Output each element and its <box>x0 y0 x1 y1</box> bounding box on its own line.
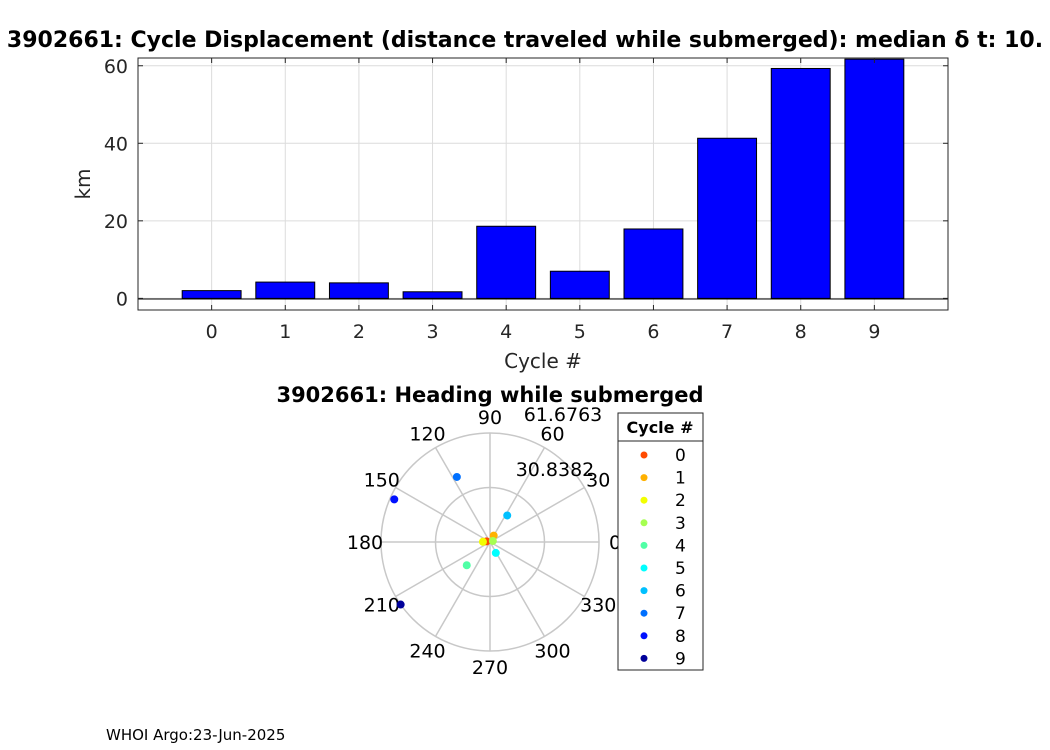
point-cycle-8 <box>390 495 399 504</box>
legend-entry-label: 6 <box>675 582 686 602</box>
bar-cycle-3 <box>402 291 463 299</box>
polar-spoke <box>434 447 491 543</box>
legend-marker <box>640 541 648 549</box>
legend-title: Cycle # <box>627 418 694 437</box>
legend-entries: 0 12 34 5 67 89 <box>640 446 686 669</box>
point-cycle-5 <box>491 548 500 557</box>
bar-cycle-6 <box>623 228 684 299</box>
point-cycle-4 <box>462 561 471 570</box>
bar-cycle-7 <box>697 137 758 299</box>
x-tick-label: 6 <box>647 321 659 343</box>
legend-entry-label: 8 <box>675 627 686 647</box>
polar-angle-label: 330 <box>580 595 616 617</box>
legend-entry-label: 3 <box>675 514 686 534</box>
footer-credit: WHOI Argo:23-Jun-2025 <box>106 726 286 744</box>
polar-angle-label: 210 <box>364 595 400 617</box>
polar-radial-labels: 30.8382 61.6763 <box>516 404 603 481</box>
polar-radial-label: 30.8382 <box>516 459 595 481</box>
polar-grid <box>380 432 600 652</box>
x-tick-label: 4 <box>500 321 512 343</box>
legend-marker <box>640 564 648 572</box>
x-tick-label: 5 <box>574 321 586 343</box>
polar-angle-label: 90 <box>478 407 502 429</box>
polar-angle-label: 300 <box>534 640 570 662</box>
legend-marker <box>640 496 648 504</box>
y-tick-label: 20 <box>104 211 128 233</box>
bar-chart-xlabel: Cycle # <box>504 349 582 373</box>
x-tick-label: 2 <box>353 321 365 343</box>
polar-angle-label: 120 <box>409 424 445 446</box>
legend: Cycle # 0 12 34 5 67 89 <box>617 412 704 671</box>
polar-spoke <box>489 486 585 543</box>
bar-chart-ylabel: km <box>71 168 95 199</box>
bar-cycle-8 <box>770 67 831 299</box>
legend-entry-label: 1 <box>675 469 686 489</box>
polar-spoke <box>489 447 546 543</box>
polar-chart-title: 3902661: Heading while submerged <box>276 383 703 407</box>
bar-chart-bars <box>181 58 905 299</box>
legend-marker <box>640 609 648 617</box>
bar-chart-title: 3902661: Cycle Displacement (distance tr… <box>7 28 1043 53</box>
bar-cycle-0 <box>181 290 242 299</box>
polar-spoke <box>489 541 585 598</box>
x-tick-label: 0 <box>206 321 218 343</box>
x-tick-label: 9 <box>868 321 880 343</box>
point-cycle-2 <box>478 537 487 546</box>
legend-marker <box>640 451 648 459</box>
legend-marker <box>640 474 648 482</box>
legend-entry-label: 2 <box>675 491 686 511</box>
legend-marker <box>640 587 648 595</box>
point-cycle-3 <box>488 536 497 545</box>
bar-cycle-2 <box>328 282 389 299</box>
y-tick-label: 60 <box>104 56 128 78</box>
bar-chart-x-ticks: 0 1 2 3 4 5 6 7 8 9 <box>206 58 880 343</box>
bar-cycle-1 <box>255 281 316 299</box>
polar-radial-label: 61.6763 <box>524 404 603 426</box>
point-cycle-7 <box>452 472 461 481</box>
polar-points <box>390 472 512 609</box>
y-tick-label: 40 <box>104 133 128 155</box>
polar-spoke <box>489 541 546 637</box>
y-tick-label: 0 <box>116 288 128 310</box>
legend-entry-label: 4 <box>675 536 686 556</box>
x-tick-label: 8 <box>795 321 807 343</box>
point-cycle-6 <box>503 511 512 520</box>
legend-entry-label: 7 <box>675 604 686 624</box>
legend-box <box>617 412 704 671</box>
polar-angle-label: 60 <box>540 424 564 446</box>
polar-angle-label: 150 <box>364 470 400 492</box>
polar-spoke <box>395 486 491 543</box>
polar-angle-label: 240 <box>409 640 445 662</box>
legend-entry-label: 5 <box>675 559 686 579</box>
polar-angle-label: 180 <box>347 532 383 554</box>
bar-cycle-5 <box>549 270 610 299</box>
bar-chart-y-ticks: 0 20 40 60 <box>104 56 948 310</box>
bar-cycle-9 <box>844 58 905 299</box>
bar-cycle-4 <box>476 225 537 299</box>
x-tick-label: 7 <box>721 321 733 343</box>
bar-chart-axes-box <box>137 57 949 311</box>
polar-spoke <box>434 541 491 637</box>
polar-angle-label: 30 <box>586 470 610 492</box>
legend-marker <box>640 654 648 662</box>
legend-marker <box>640 632 648 640</box>
legend-entry-label: 0 <box>675 446 686 466</box>
legend-marker <box>640 519 648 527</box>
x-tick-label: 1 <box>279 321 291 343</box>
polar-angle-label: 270 <box>472 657 508 679</box>
x-tick-label: 3 <box>426 321 438 343</box>
legend-entry-label: 9 <box>675 649 686 669</box>
polar-spoke <box>395 541 491 598</box>
point-cycle-9 <box>396 600 405 609</box>
